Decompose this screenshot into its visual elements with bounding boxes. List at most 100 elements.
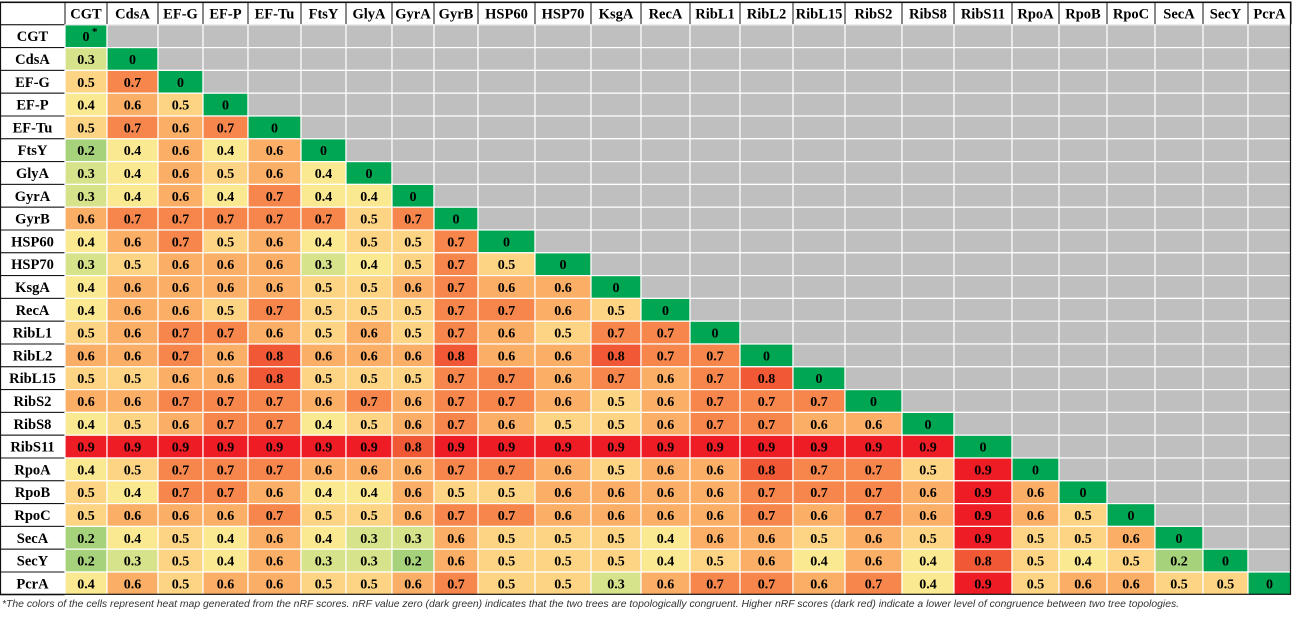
cell-value-label: 0.5 [607, 463, 625, 478]
empty-cell [477, 46, 536, 71]
cell-value-label: 0.7 [266, 213, 284, 228]
row-header-label: RibL2 [13, 348, 53, 364]
cell-value-label: 0.5 [554, 577, 572, 592]
empty-cell [1202, 343, 1249, 368]
empty-cell [1058, 252, 1108, 277]
row-header-label: HSP70 [11, 257, 54, 273]
cell-value-label: 0.7 [447, 281, 465, 296]
cell-value-label: 0.7 [865, 577, 883, 592]
empty-cell [534, 229, 592, 254]
cell-value-label: 0.8 [974, 555, 992, 570]
cell-value-label: 0.7 [758, 486, 776, 501]
cell-value-label: 0.5 [554, 532, 572, 547]
empty-cell [433, 138, 479, 163]
cell-value-label: 0.6 [315, 349, 333, 364]
cell-value-label: 0.5 [360, 418, 378, 433]
empty-cell [433, 115, 479, 140]
cell-value-label: 0.4 [315, 167, 333, 182]
empty-cell [1011, 275, 1060, 300]
empty-cell [1154, 343, 1204, 368]
empty-cell [1011, 389, 1060, 414]
empty-cell [792, 24, 846, 49]
empty-cell [1202, 434, 1249, 459]
empty-cell [1011, 229, 1060, 254]
cell-value-label: 0.6 [554, 349, 572, 364]
cell-value-label: 0.7 [266, 509, 284, 524]
footnote: *The colors of the cells represent heat … [2, 599, 1180, 610]
empty-cell [739, 115, 794, 140]
empty-cell [901, 252, 955, 277]
cell-value-label: 0.7 [657, 327, 675, 342]
cell-value-label: 0 [1080, 486, 1087, 501]
cell-value-label: 0.6 [1027, 509, 1045, 524]
cell-value-label: 0.8 [607, 349, 625, 364]
empty-cell [1106, 389, 1156, 414]
cell-value-label: 0.2 [404, 555, 422, 570]
empty-cell [792, 252, 846, 277]
empty-cell [640, 138, 691, 163]
empty-cell [477, 206, 536, 231]
row-header-label: EF-G [15, 75, 50, 91]
column-header-label: SecA [1163, 6, 1195, 22]
empty-cell [345, 69, 393, 94]
empty-cell [433, 92, 479, 117]
empty-cell [640, 252, 691, 277]
empty-cell [640, 24, 691, 49]
cell-value-label: 0.5 [607, 532, 625, 547]
cell-value-label: 0.9 [810, 441, 828, 456]
cell-value-label: 0.5 [360, 281, 378, 296]
empty-cell [640, 206, 691, 231]
empty-cell [1106, 297, 1156, 322]
empty-cell [345, 24, 393, 49]
cell-value-label: 0.5 [217, 235, 235, 250]
cell-value-label: 0.3 [607, 577, 625, 592]
empty-cell [1058, 366, 1108, 391]
footnote-marker: * [92, 26, 98, 38]
cell-value-label: 0.6 [404, 509, 422, 524]
empty-cell [1011, 92, 1060, 117]
empty-cell [1058, 46, 1108, 71]
cell-value-label: 0.6 [758, 555, 776, 570]
empty-cell [157, 46, 204, 71]
empty-cell [689, 275, 741, 300]
cell-value-label: 0.6 [657, 372, 675, 387]
empty-cell [953, 206, 1013, 231]
cell-value-label: 0.6 [657, 418, 675, 433]
empty-cell [1106, 275, 1156, 300]
column-header-label: RibL2 [747, 6, 787, 22]
empty-cell [739, 138, 794, 163]
cell-value-label: 0.9 [266, 441, 284, 456]
cell-value-label: 0.6 [498, 349, 516, 364]
cell-value-label: 0.5 [124, 258, 142, 273]
cell-value-label: 0.6 [124, 349, 142, 364]
column-header-label: PcrA [1253, 6, 1286, 22]
cell-value-label: 0.5 [1074, 532, 1092, 547]
cell-value-label: 0.5 [77, 372, 95, 387]
column-header-label: EF-Tu [255, 6, 295, 22]
cell-value-label: 0.8 [758, 463, 776, 478]
empty-cell [590, 115, 642, 140]
empty-cell [1247, 297, 1292, 322]
empty-cell [844, 229, 903, 254]
empty-cell [1011, 434, 1060, 459]
empty-cell [1106, 434, 1156, 459]
empty-cell [953, 183, 1013, 208]
cell-value-label: 0.7 [217, 213, 235, 228]
cell-value-label: 0.6 [498, 281, 516, 296]
empty-cell [1154, 275, 1204, 300]
cell-value-label: 0.6 [706, 486, 724, 501]
empty-cell [1058, 275, 1108, 300]
empty-cell [1247, 206, 1292, 231]
empty-cell [844, 252, 903, 277]
empty-cell [391, 24, 435, 49]
empty-cell [689, 46, 741, 71]
empty-cell [1247, 366, 1292, 391]
cell-value-label: 0.5 [217, 304, 235, 319]
cell-value-label: 0.7 [447, 509, 465, 524]
cell-value-label: 0.4 [217, 190, 235, 205]
empty-cell [300, 46, 347, 71]
empty-cell [792, 320, 846, 345]
row-header-label: RibL15 [9, 371, 56, 387]
cell-value-label: 0.6 [315, 395, 333, 410]
empty-cell [202, 46, 249, 71]
